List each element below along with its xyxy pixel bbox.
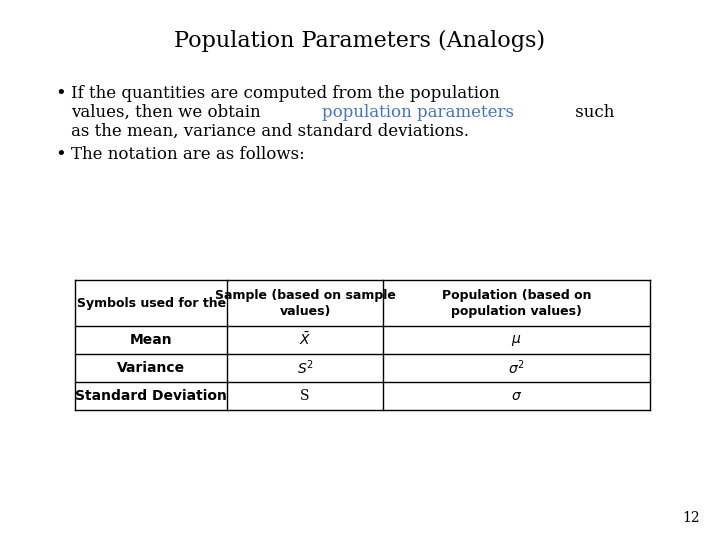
Text: Population (based on
population values): Population (based on population values) bbox=[441, 288, 591, 318]
Text: $\sigma$: $\sigma$ bbox=[510, 389, 522, 403]
Text: •: • bbox=[55, 85, 66, 103]
Text: •: • bbox=[55, 146, 66, 164]
Text: such: such bbox=[570, 104, 615, 121]
Text: $\bar{X}$: $\bar{X}$ bbox=[299, 332, 311, 348]
Text: If the quantities are computed from the population: If the quantities are computed from the … bbox=[71, 85, 500, 102]
Text: $\sigma^2$: $\sigma^2$ bbox=[508, 359, 525, 377]
Text: $\mu$: $\mu$ bbox=[511, 333, 521, 348]
Text: Standard Deviation: Standard Deviation bbox=[76, 389, 227, 403]
Text: as the mean, variance and standard deviations.: as the mean, variance and standard devia… bbox=[71, 123, 469, 140]
Text: values, then we obtain: values, then we obtain bbox=[71, 104, 266, 121]
Text: Mean: Mean bbox=[130, 333, 173, 347]
Text: $S^2$: $S^2$ bbox=[297, 359, 313, 377]
Text: The notation are as follows:: The notation are as follows: bbox=[71, 146, 305, 163]
Text: Sample (based on sample
values): Sample (based on sample values) bbox=[215, 288, 395, 318]
Text: 12: 12 bbox=[683, 511, 700, 525]
Text: Variance: Variance bbox=[117, 361, 185, 375]
Text: population parameters: population parameters bbox=[323, 104, 515, 121]
Text: Symbols used for the: Symbols used for the bbox=[76, 296, 226, 309]
Text: S: S bbox=[300, 389, 310, 403]
Text: Population Parameters (Analogs): Population Parameters (Analogs) bbox=[174, 30, 546, 52]
